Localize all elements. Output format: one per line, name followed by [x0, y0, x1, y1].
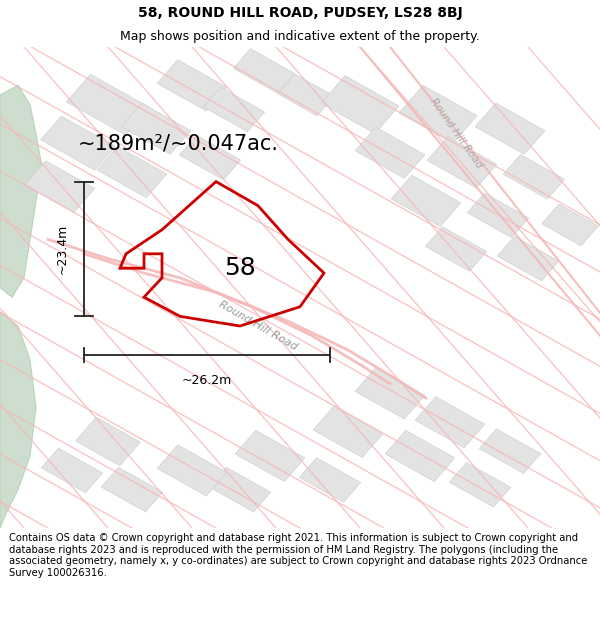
Text: Contains OS data © Crown copyright and database right 2021. This information is : Contains OS data © Crown copyright and d…: [9, 533, 587, 578]
Text: 58: 58: [224, 256, 256, 280]
Polygon shape: [41, 448, 103, 493]
Text: Map shows position and indicative extent of the property.: Map shows position and indicative extent…: [120, 30, 480, 43]
Polygon shape: [235, 430, 305, 482]
Text: Round Hill Road: Round Hill Road: [217, 299, 299, 352]
Polygon shape: [399, 85, 477, 143]
Polygon shape: [449, 462, 511, 507]
Polygon shape: [67, 74, 149, 135]
Text: ~26.2m: ~26.2m: [182, 374, 232, 387]
Polygon shape: [157, 60, 227, 111]
Polygon shape: [385, 430, 455, 482]
Polygon shape: [209, 468, 271, 512]
Polygon shape: [497, 236, 559, 281]
Polygon shape: [355, 127, 425, 178]
Polygon shape: [479, 429, 541, 473]
Polygon shape: [321, 76, 399, 134]
Polygon shape: [278, 74, 334, 116]
Polygon shape: [425, 227, 487, 271]
Polygon shape: [41, 116, 115, 170]
Polygon shape: [475, 103, 545, 154]
Polygon shape: [121, 103, 191, 154]
Polygon shape: [25, 161, 95, 212]
Polygon shape: [76, 418, 140, 466]
Polygon shape: [97, 146, 167, 198]
Polygon shape: [391, 175, 461, 226]
Polygon shape: [355, 368, 425, 419]
Text: ~189m²/~0.047ac.: ~189m²/~0.047ac.: [78, 133, 279, 153]
Text: 58, ROUND HILL ROAD, PUDSEY, LS28 8BJ: 58, ROUND HILL ROAD, PUDSEY, LS28 8BJ: [137, 6, 463, 20]
Polygon shape: [0, 311, 36, 528]
Polygon shape: [467, 193, 529, 238]
Polygon shape: [203, 87, 265, 132]
Polygon shape: [101, 468, 163, 512]
Text: ~23.4m: ~23.4m: [56, 224, 69, 274]
Text: Round Hill Road: Round Hill Road: [428, 97, 484, 171]
Polygon shape: [542, 204, 598, 246]
Polygon shape: [427, 137, 497, 188]
Polygon shape: [157, 445, 227, 496]
Polygon shape: [179, 135, 241, 180]
Polygon shape: [0, 86, 42, 297]
Polygon shape: [233, 49, 295, 93]
Polygon shape: [415, 397, 485, 448]
Polygon shape: [503, 154, 565, 199]
Polygon shape: [299, 458, 361, 503]
Polygon shape: [313, 406, 383, 458]
